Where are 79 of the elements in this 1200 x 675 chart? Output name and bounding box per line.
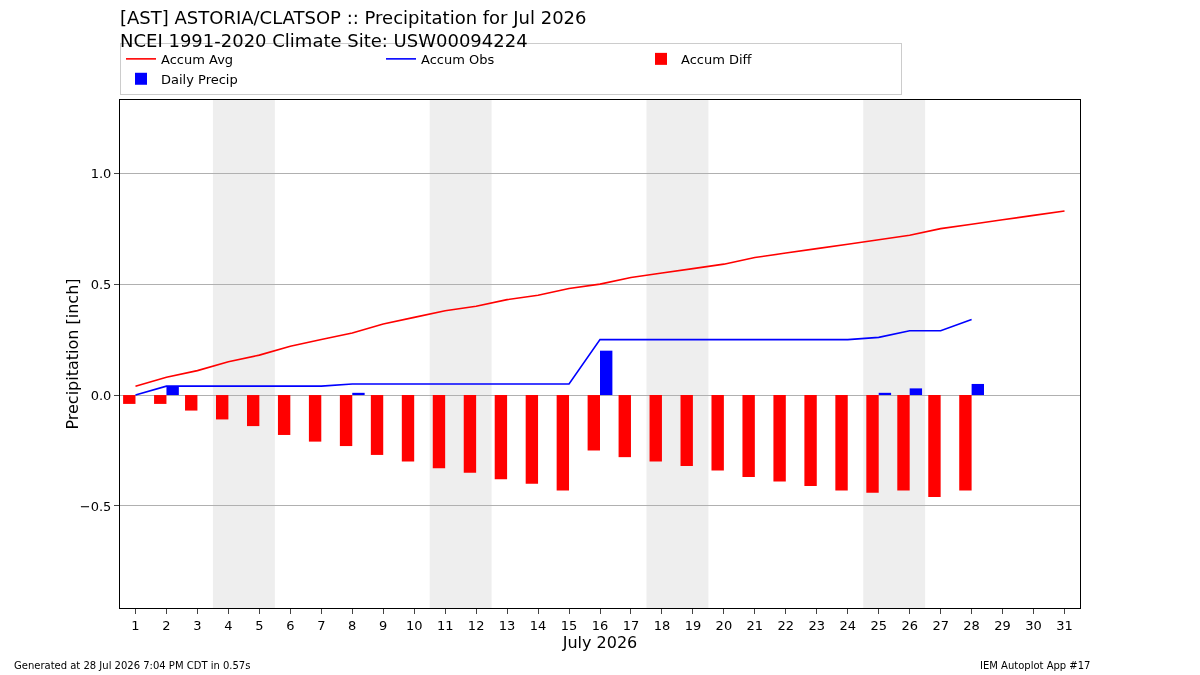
x-tick-label: 8 — [348, 617, 357, 633]
bar — [432, 395, 446, 469]
x-tick-label: 22 — [777, 617, 795, 633]
x-tick-label: 6 — [286, 617, 295, 633]
y-axis-title: Precipitation [inch] — [63, 278, 82, 430]
bar — [866, 395, 879, 493]
bar — [185, 395, 198, 411]
x-tick-label: 13 — [498, 617, 516, 633]
bar — [618, 395, 631, 458]
x-tick-label: 3 — [193, 617, 202, 633]
x-tick-label: 23 — [808, 617, 826, 633]
x-tick-label: 9 — [379, 617, 388, 633]
x-tick-label: 30 — [1025, 617, 1042, 633]
bar — [835, 395, 848, 491]
x-tick-label: 31 — [1056, 617, 1073, 633]
text: IEM Autoplot App #17 — [980, 660, 1091, 671]
y-tick-label: 0.5 — [90, 276, 112, 292]
bar — [959, 395, 972, 491]
bar — [680, 395, 693, 467]
bar — [525, 395, 539, 484]
x-tick-label: 25 — [870, 617, 887, 633]
bar — [587, 395, 600, 451]
text: Generated at 28 Jul 2026 7:04 PM CDT in 0.57s — [14, 660, 251, 671]
line-series — [134, 210, 1066, 387]
bar — [742, 395, 755, 478]
x-tick-label: 27 — [932, 617, 949, 633]
x-tick-label: 24 — [839, 617, 857, 633]
bar — [246, 395, 260, 427]
bar — [773, 395, 786, 482]
bar — [154, 395, 167, 404]
legend-label: Accum Diff — [681, 51, 753, 67]
x-tick-label: 4 — [224, 617, 233, 633]
bar — [277, 395, 291, 435]
bar — [123, 395, 136, 404]
x-tick-label: 16 — [591, 617, 609, 633]
y-tick-label: −0.5 — [79, 498, 112, 514]
bar — [971, 383, 984, 396]
x-tick-label: 15 — [560, 617, 578, 633]
x-tick-label: 5 — [255, 617, 264, 633]
x-tick-label: 7 — [317, 617, 326, 633]
bar — [928, 395, 941, 498]
x-axis-title: July 2026 — [561, 632, 638, 652]
x-tick-label: 28 — [963, 617, 980, 633]
bar — [556, 395, 570, 491]
bar — [600, 350, 613, 396]
x-tick-label: 18 — [653, 617, 671, 633]
x-tick-label: 10 — [405, 617, 423, 633]
bar — [339, 395, 353, 447]
x-tick-label: 11 — [436, 617, 454, 633]
chart-title: [AST] ASTORIA/CLATSOP :: Precipitation for Jul 2026 — [120, 6, 587, 28]
bar — [909, 388, 923, 396]
x-tick-label: 20 — [715, 617, 733, 633]
x-tick-label: 21 — [746, 617, 764, 633]
legend-label: Daily Precip — [161, 71, 238, 87]
x-tick-label: 19 — [684, 617, 702, 633]
x-tick-label: 29 — [994, 617, 1011, 633]
bar — [897, 395, 910, 491]
bar — [308, 395, 322, 442]
chart-subtitle: NCEI 1991-2020 Climate Site: USW00094224 — [120, 30, 528, 52]
x-tick-label: 17 — [622, 617, 640, 633]
bar — [463, 395, 477, 473]
bar — [649, 395, 662, 462]
line-series — [134, 318, 973, 396]
bar — [401, 395, 415, 462]
bar — [352, 392, 365, 396]
bar — [216, 395, 229, 420]
legend-label: Accum Avg — [161, 51, 234, 67]
bar — [370, 395, 384, 455]
x-tick-label: 12 — [467, 617, 485, 633]
bar — [711, 395, 724, 471]
x-tick-label: 2 — [162, 617, 171, 633]
bar — [494, 395, 508, 480]
x-tick-label: 26 — [901, 617, 918, 633]
y-tick-label: 0.0 — [90, 387, 112, 403]
x-tick-label: 1 — [131, 617, 140, 633]
legend-label: Accum Obs — [421, 51, 495, 67]
y-tick-label: 1.0 — [90, 165, 112, 181]
x-tick-label: 14 — [529, 617, 547, 633]
bar — [804, 395, 817, 486]
